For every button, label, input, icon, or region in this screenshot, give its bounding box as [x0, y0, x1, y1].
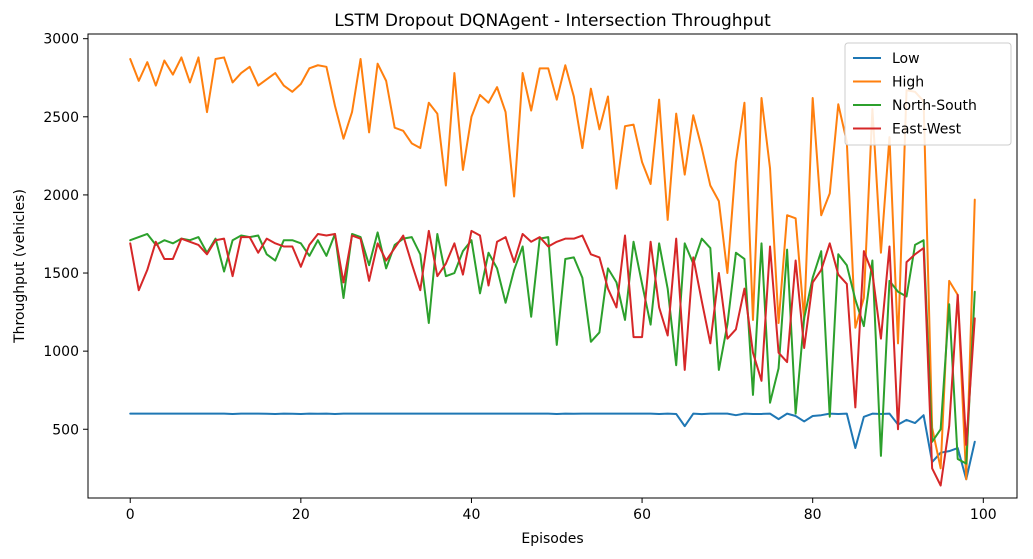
- series-line-high: [129, 56, 976, 481]
- legend-label: Low: [892, 51, 920, 67]
- x-axis-label: Episodes: [521, 531, 583, 547]
- y-tick-label: 1000: [43, 344, 79, 360]
- legend: Low High North-South East-West: [844, 42, 1012, 146]
- y-tick-label: 2000: [43, 188, 79, 204]
- x-tick-label: 60: [633, 507, 651, 523]
- y-axis-label: Throughput (vehicles): [12, 189, 28, 344]
- x-tick-label: 100: [970, 507, 997, 523]
- y-tick-label: 500: [52, 422, 79, 438]
- x-tick-label: 0: [126, 507, 135, 523]
- y-tick-label: 2500: [43, 110, 79, 126]
- legend-entries: Low High North-South East-West: [853, 51, 977, 138]
- y-tick-label: 1500: [43, 266, 79, 282]
- x-tick-label: 80: [804, 507, 822, 523]
- series-layer: [129, 56, 976, 487]
- x-tick-label: 20: [292, 507, 310, 523]
- plot-frame: [87, 33, 1018, 499]
- legend-label: East-West: [892, 122, 962, 138]
- legend-box: [844, 42, 1012, 146]
- y-axis: 500 1000 1500 2000 2500 3000: [43, 32, 88, 438]
- legend-label: North-South: [892, 98, 977, 114]
- x-tick-label: 40: [463, 507, 481, 523]
- legend-label: High: [892, 75, 924, 91]
- series-line-east-west: [129, 229, 976, 487]
- series-line-north-south: [129, 231, 976, 465]
- x-axis: 0 20 40 60 80 100: [126, 498, 997, 523]
- series-line-low: [129, 412, 976, 481]
- y-tick-label: 3000: [43, 32, 79, 48]
- chart-title: LSTM Dropout DQNAgent - Intersection Thr…: [334, 11, 771, 31]
